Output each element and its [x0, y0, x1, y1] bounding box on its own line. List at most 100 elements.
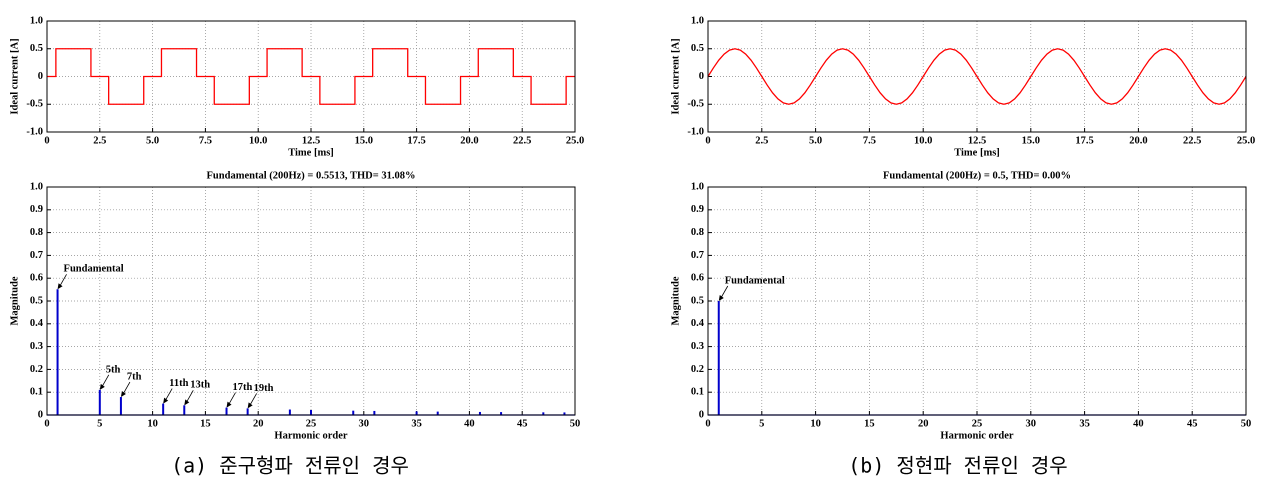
x-tick-label: 10 [147, 418, 158, 429]
x-tick-label: 15.0 [1022, 135, 1040, 146]
x-tick-label: 2.5 [93, 135, 106, 146]
arrow-head [184, 399, 190, 406]
x-tick-label: 50 [570, 418, 581, 429]
x-tick-label: 5 [97, 418, 102, 429]
y-tick-label: 0.4 [691, 318, 705, 329]
line [707, 48, 1247, 105]
x-tick-label: 7.5 [199, 135, 212, 146]
x-tick-label: 30 [359, 418, 370, 429]
x-tick-label: 22.5 [513, 135, 531, 146]
x-tick-label: 25.0 [566, 135, 584, 146]
x-tick-label: 20 [918, 418, 929, 429]
y-tick-label: 0.5 [691, 295, 704, 306]
y-tick-label: 0 [38, 409, 43, 420]
y-tick-label: 0.8 [691, 227, 704, 238]
y-tick-label: 1.0 [30, 181, 43, 192]
annotation: 19th [254, 383, 274, 394]
y-tick-label: 0.9 [30, 204, 43, 215]
x-tick-label: 0 [44, 418, 49, 429]
y-tick-label: -1.0 [687, 126, 704, 137]
annotation: Fundamental [64, 264, 124, 275]
y-tick-label: 0.3 [30, 341, 43, 352]
y-tick-label: 0 [38, 71, 43, 82]
x-tick-label: 12.5 [302, 135, 320, 146]
y-tick-label: 0.1 [691, 387, 704, 398]
x-tick-label: 20.0 [1129, 135, 1147, 146]
y-tick-label: 0 [699, 409, 704, 420]
x-tick-label: 0 [705, 418, 710, 429]
x-tick-label: 40 [1133, 418, 1144, 429]
x-tick-label: 20 [253, 418, 264, 429]
y-tick-label: 0.1 [30, 387, 43, 398]
x-tick-label: 35 [1079, 418, 1090, 429]
x-tick-label: 25 [972, 418, 983, 429]
arrow-head [163, 397, 169, 404]
annotation: Fundamental [725, 275, 785, 286]
annotation: 5th [106, 364, 121, 375]
line [47, 48, 575, 105]
x-axis-label: Time [ms] [954, 147, 1000, 158]
axes-frame [707, 186, 1247, 416]
arrow-head [120, 391, 126, 398]
annotation: 11th [169, 378, 188, 389]
x-tick-label: 35 [411, 418, 422, 429]
y-tick-label: 0.6 [691, 273, 704, 284]
y-tick-label: -1.0 [26, 126, 43, 137]
x-tick-label: 25.0 [1237, 135, 1255, 146]
y-axis-label: Magnitude [9, 276, 20, 325]
y-tick-label: 0.6 [30, 273, 43, 284]
y-tick-label: 0.2 [691, 364, 704, 375]
x-tick-label: 10.0 [914, 135, 932, 146]
x-tick-label: 5 [759, 418, 764, 429]
x-tick-label: 15 [864, 418, 875, 429]
arrow-head [718, 295, 724, 301]
x-tick-label: 45 [1187, 418, 1198, 429]
x-axis-label: Harmonic order [274, 430, 348, 441]
y-axis-label: Ideal current [A] [9, 38, 20, 114]
arrow-head [226, 401, 232, 408]
x-axis-label: Harmonic order [940, 430, 1014, 441]
arrow-head [247, 402, 253, 409]
x-tick-label: 30 [1026, 418, 1037, 429]
caption: (b) 정현파 전류인 경우 [848, 454, 1067, 478]
y-tick-label: 1.0 [691, 181, 704, 192]
y-tick-label: 0.2 [30, 364, 43, 375]
y-tick-label: -0.5 [26, 99, 43, 110]
y-tick-label: 1.0 [691, 15, 704, 26]
x-tick-label: 17.5 [1075, 135, 1093, 146]
axes-frame [707, 20, 1247, 133]
x-tick-label: 25 [306, 418, 317, 429]
y-tick-label: 1.0 [30, 15, 43, 26]
y-tick-label: 0.7 [691, 250, 704, 261]
y-tick-label: 0.7 [30, 250, 43, 261]
y-tick-label: 0.5 [30, 295, 43, 306]
x-tick-label: 20.0 [460, 135, 478, 146]
x-tick-label: 45 [517, 418, 528, 429]
chart-title: Fundamental (200Hz) = 0.5513, THD= 31.08… [207, 170, 416, 181]
x-tick-label: 50 [1241, 418, 1252, 429]
x-tick-label: 10.0 [249, 135, 267, 146]
x-tick-label: 15.0 [355, 135, 373, 146]
axes-frame [46, 20, 576, 133]
annotation: 17th [233, 382, 253, 393]
x-tick-label: 5.0 [146, 135, 159, 146]
x-tick-label: 5.0 [809, 135, 822, 146]
y-axis-label: Ideal current [A] [670, 38, 681, 114]
x-tick-label: 22.5 [1183, 135, 1201, 146]
x-tick-label: 7.5 [863, 135, 876, 146]
y-tick-label: 0.8 [30, 227, 43, 238]
x-axis-label: Time [ms] [288, 147, 334, 158]
arrow-head [57, 283, 63, 290]
x-tick-label: 10 [810, 418, 821, 429]
y-tick-label: 0 [699, 71, 704, 82]
y-tick-label: -0.5 [687, 99, 704, 110]
annotation: 13th [190, 380, 210, 391]
arrow-head [99, 383, 105, 390]
y-tick-label: 0.5 [691, 43, 704, 54]
annotation: 7th [127, 371, 142, 382]
x-tick-label: 0 [705, 135, 710, 146]
x-tick-label: 0 [44, 135, 49, 146]
x-tick-label: 15 [200, 418, 211, 429]
y-tick-label: 0.5 [30, 43, 43, 54]
